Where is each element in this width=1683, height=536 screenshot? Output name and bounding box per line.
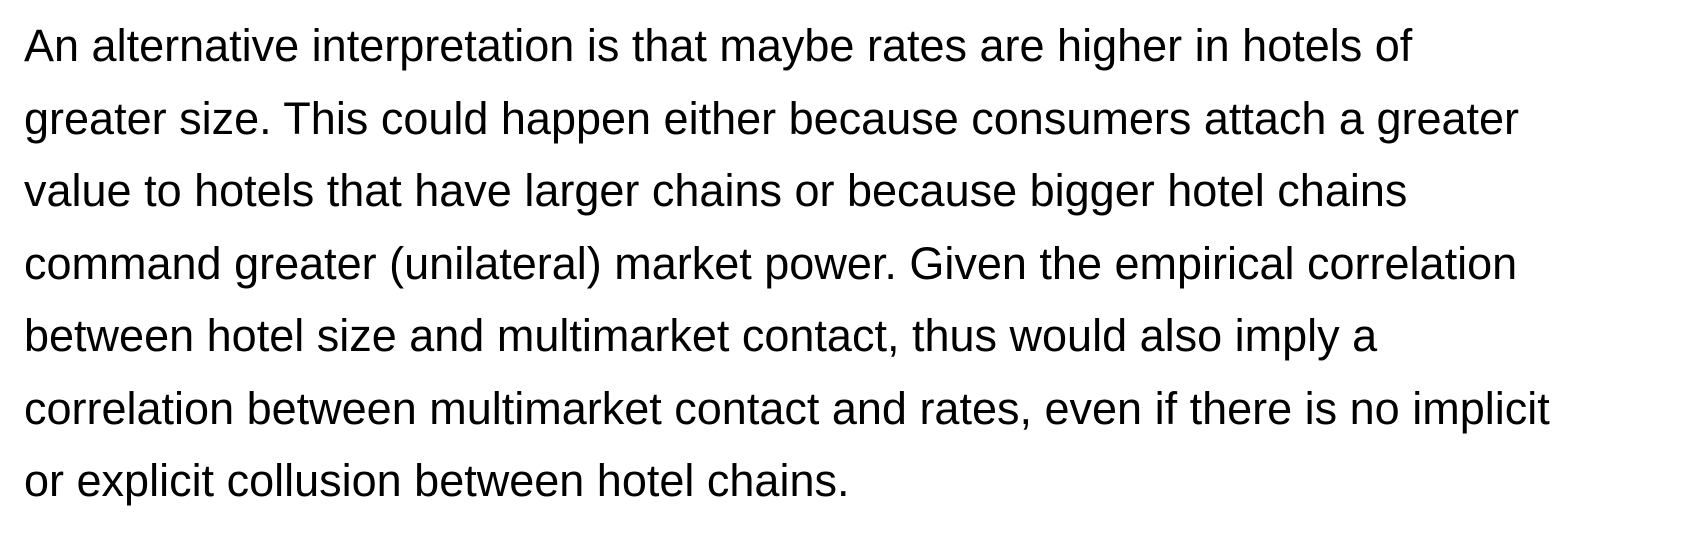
paragraph-line: or explicit collusion between hotel chai… <box>24 455 850 506</box>
paragraph-line: An alternative interpretation is that ma… <box>24 20 1413 71</box>
body-paragraph: An alternative interpretation is that ma… <box>24 10 1550 518</box>
paragraph-line: correlation between multimarket contact … <box>24 382 1550 434</box>
paragraph-line: command greater (unilateral) market powe… <box>24 237 1518 289</box>
paragraph-line: between hotel size and multimarket conta… <box>24 310 1378 361</box>
paragraph-line: greater size. This could happen either b… <box>24 92 1520 144</box>
paragraph-line: value to hotels that have larger chains … <box>24 165 1408 216</box>
